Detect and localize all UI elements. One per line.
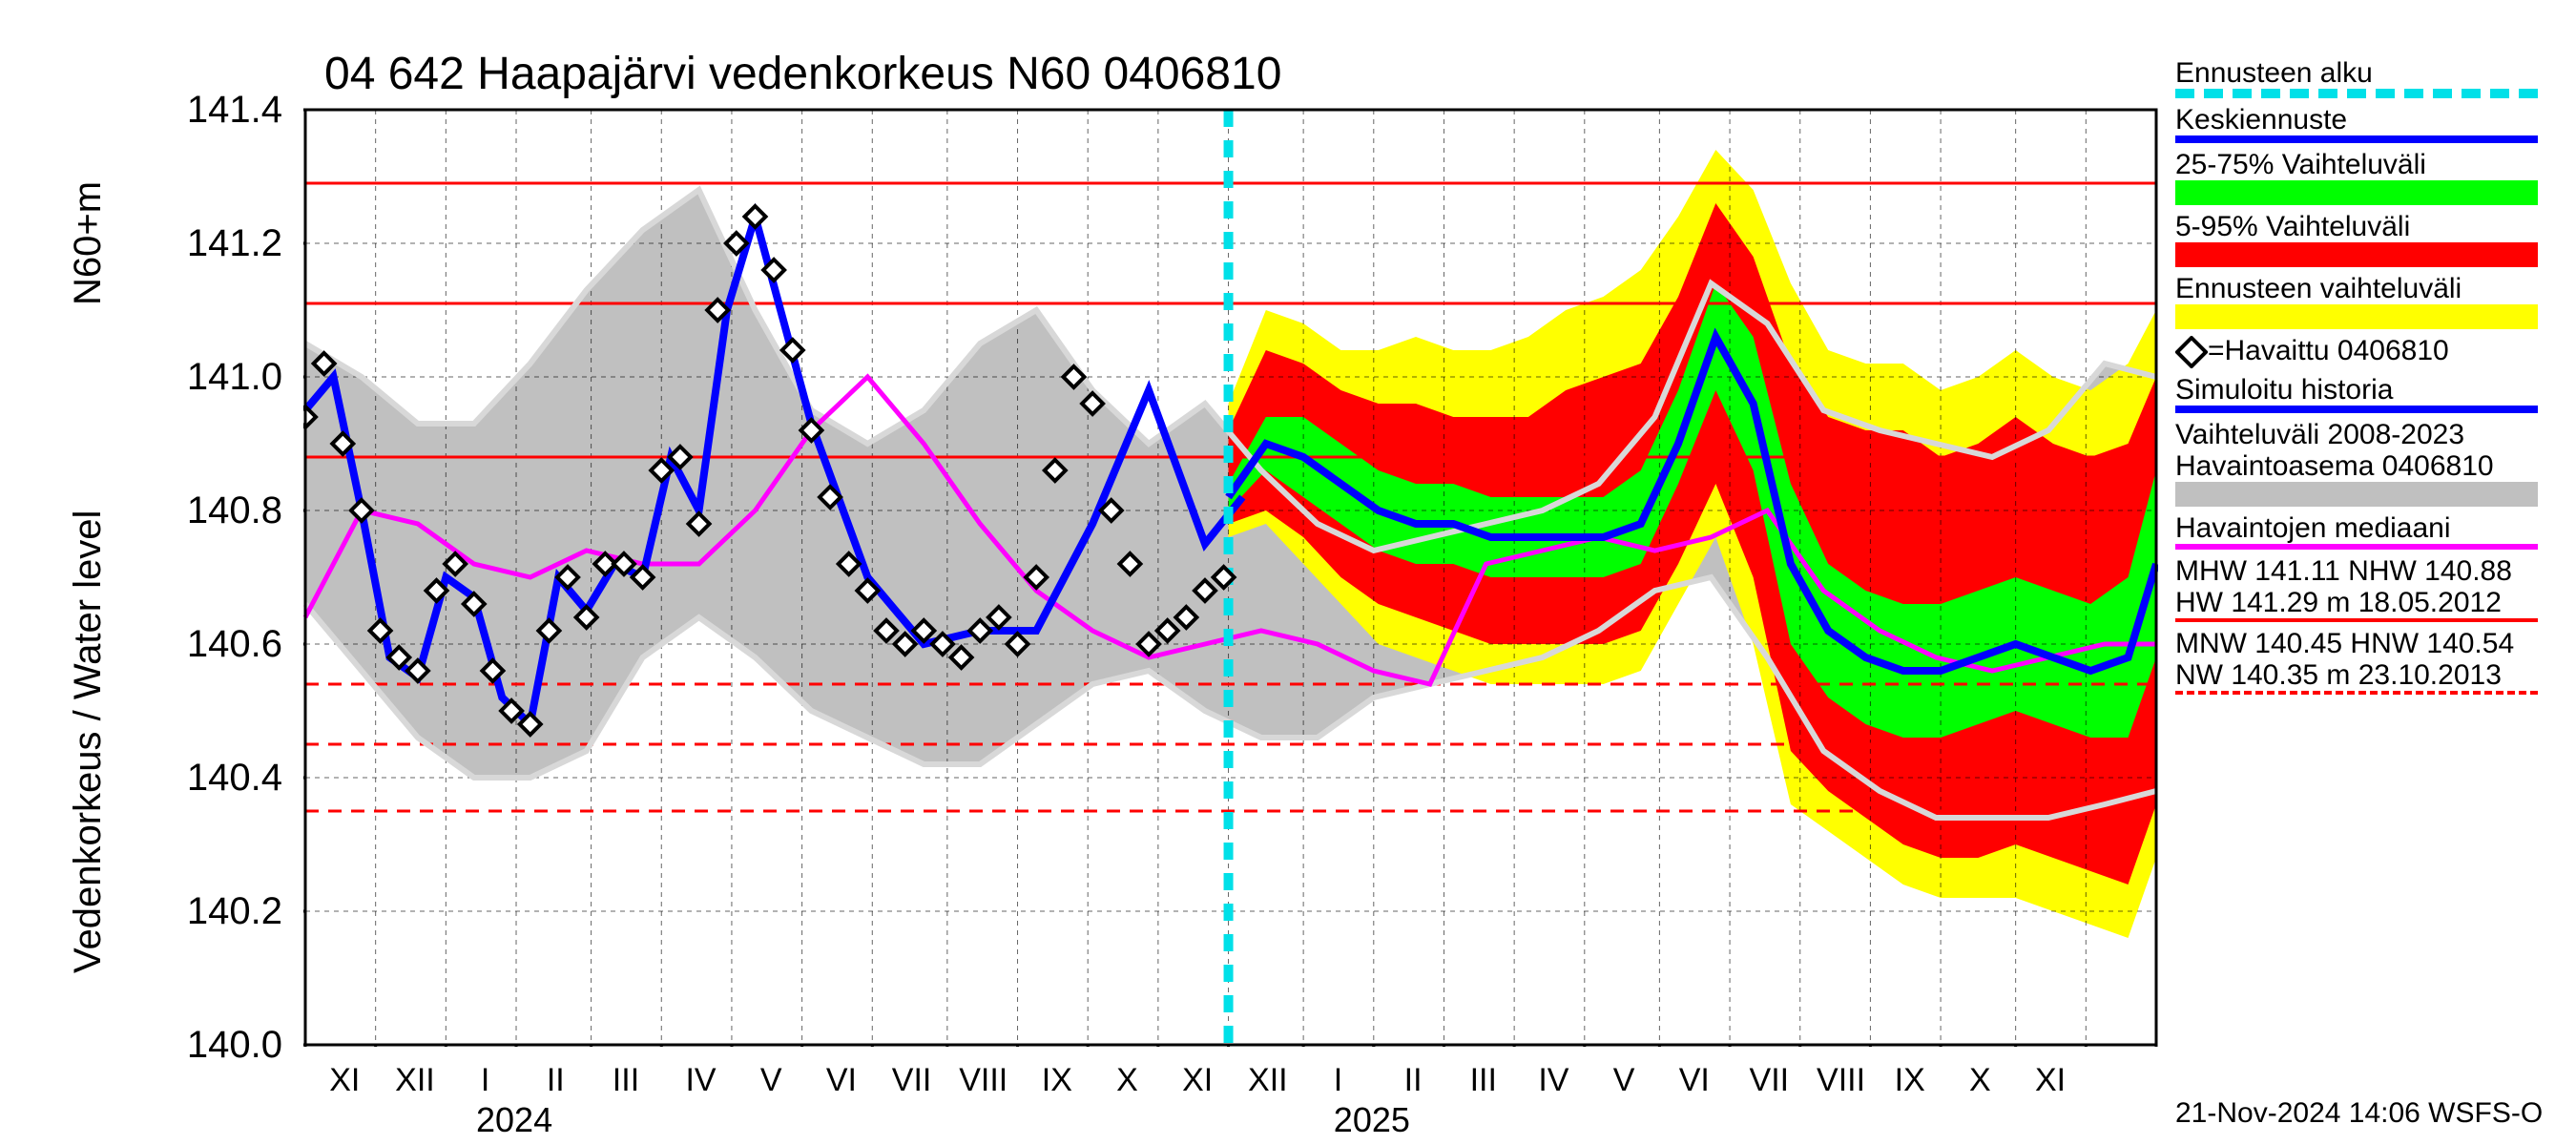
x-tick-label: II bbox=[532, 1062, 578, 1099]
legend-swatch bbox=[2175, 242, 2538, 267]
x-tick-label: VIII bbox=[1817, 1062, 1862, 1099]
x-tick-label: XI bbox=[322, 1062, 367, 1099]
legend-label: 5-95% Vaihteluväli bbox=[2175, 211, 2566, 242]
legend-item: MNW 140.45 HNW 140.54NW 140.35 m 23.10.2… bbox=[2175, 628, 2566, 695]
legend-swatch bbox=[2175, 89, 2538, 98]
x-tick-label: IV bbox=[1530, 1062, 1576, 1099]
y-tick-label: 140.8 bbox=[187, 489, 282, 532]
legend-swatch bbox=[2175, 135, 2538, 143]
legend-swatch bbox=[2175, 304, 2538, 329]
y-tick-label: 140.0 bbox=[187, 1024, 282, 1067]
legend-label: Havaintojen mediaani bbox=[2175, 512, 2566, 544]
legend-item: Ennusteen alku bbox=[2175, 57, 2566, 98]
x-tick-label: VII bbox=[889, 1062, 935, 1099]
legend-label: NW 140.35 m 23.10.2013 bbox=[2175, 659, 2566, 691]
y-axis-label-lower: Vedenkorkeus / Water level bbox=[67, 510, 110, 973]
x-tick-label: III bbox=[603, 1062, 649, 1099]
legend-swatch bbox=[2175, 406, 2538, 413]
legend-swatch bbox=[2175, 482, 2538, 507]
legend-item: MHW 141.11 NHW 140.88HW 141.29 m 18.05.2… bbox=[2175, 555, 2566, 622]
x-year-label: 2025 bbox=[1334, 1100, 1410, 1140]
legend-label: MHW 141.11 NHW 140.88 bbox=[2175, 555, 2566, 587]
legend-label: Ennusteen alku bbox=[2175, 57, 2566, 89]
x-tick-label: VI bbox=[1672, 1062, 1717, 1099]
y-tick-label: 140.4 bbox=[187, 757, 282, 800]
x-tick-label: X bbox=[1104, 1062, 1150, 1099]
legend-label: Ennusteen vaihteluväli bbox=[2175, 273, 2566, 304]
legend-item: =Havaittu 0406810 bbox=[2175, 335, 2566, 368]
x-tick-label: VI bbox=[819, 1062, 864, 1099]
legend-item: Ennusteen vaihteluväli bbox=[2175, 273, 2566, 329]
x-tick-label: V bbox=[1601, 1062, 1647, 1099]
x-tick-label: III bbox=[1461, 1062, 1506, 1099]
legend-label: HW 141.29 m 18.05.2012 bbox=[2175, 587, 2566, 618]
diamond-icon bbox=[2175, 336, 2208, 368]
x-year-label: 2024 bbox=[476, 1100, 552, 1140]
plot-area bbox=[303, 108, 2158, 1047]
x-tick-label: V bbox=[748, 1062, 794, 1099]
x-tick-label: IX bbox=[1034, 1062, 1080, 1099]
legend-item: Keskiennuste bbox=[2175, 104, 2566, 143]
y-tick-label: 141.2 bbox=[187, 222, 282, 265]
y-tick-label: 141.0 bbox=[187, 356, 282, 399]
timestamp: 21-Nov-2024 14:06 WSFS-O bbox=[2175, 1097, 2543, 1130]
x-tick-label: XI bbox=[1174, 1062, 1220, 1099]
x-tick-label: X bbox=[1957, 1062, 2003, 1099]
x-tick-label: XII bbox=[392, 1062, 438, 1099]
x-tick-label: IX bbox=[1887, 1062, 1933, 1099]
legend-label: MNW 140.45 HNW 140.54 bbox=[2175, 628, 2566, 659]
y-axis-label-upper: N60+m bbox=[67, 181, 110, 305]
x-tick-label: I bbox=[463, 1062, 509, 1099]
legend-label: Keskiennuste bbox=[2175, 104, 2566, 135]
legend-item: Simuloitu historia bbox=[2175, 374, 2566, 413]
x-tick-label: IV bbox=[678, 1062, 724, 1099]
legend-item: Havaintojen mediaani bbox=[2175, 512, 2566, 550]
legend-label: Simuloitu historia bbox=[2175, 374, 2566, 406]
x-tick-label: XII bbox=[1245, 1062, 1291, 1099]
legend-label: Havaintoasema 0406810 bbox=[2175, 450, 2566, 482]
x-tick-label: II bbox=[1390, 1062, 1436, 1099]
legend-label: 25-75% Vaihteluväli bbox=[2175, 149, 2566, 180]
legend-item: 25-75% Vaihteluväli bbox=[2175, 149, 2566, 205]
legend-item: Vaihteluväli 2008-2023 Havaintoasema 040… bbox=[2175, 419, 2566, 507]
x-tick-label: VIII bbox=[959, 1062, 1005, 1099]
legend-swatch bbox=[2175, 544, 2538, 550]
legend: Ennusteen alku Keskiennuste 25-75% Vaihtel… bbox=[2175, 57, 2566, 700]
y-tick-label: 140.6 bbox=[187, 623, 282, 666]
legend-swatch bbox=[2175, 180, 2538, 205]
y-tick-label: 141.4 bbox=[187, 89, 282, 132]
chart-title: 04 642 Haapajärvi vedenkorkeus N60 04068… bbox=[324, 48, 1281, 100]
y-tick-label: 140.2 bbox=[187, 890, 282, 933]
chart-container: 04 642 Haapajärvi vedenkorkeus N60 04068… bbox=[0, 0, 2576, 1145]
legend-swatch bbox=[2175, 691, 2538, 695]
x-tick-label: I bbox=[1316, 1062, 1361, 1099]
x-tick-label: VII bbox=[1746, 1062, 1792, 1099]
legend-swatch bbox=[2175, 618, 2538, 622]
x-tick-label: XI bbox=[2027, 1062, 2073, 1099]
legend-item: 5-95% Vaihteluväli bbox=[2175, 211, 2566, 267]
legend-label: =Havaittu 0406810 bbox=[2175, 335, 2566, 368]
legend-label: Vaihteluväli 2008-2023 bbox=[2175, 419, 2566, 450]
